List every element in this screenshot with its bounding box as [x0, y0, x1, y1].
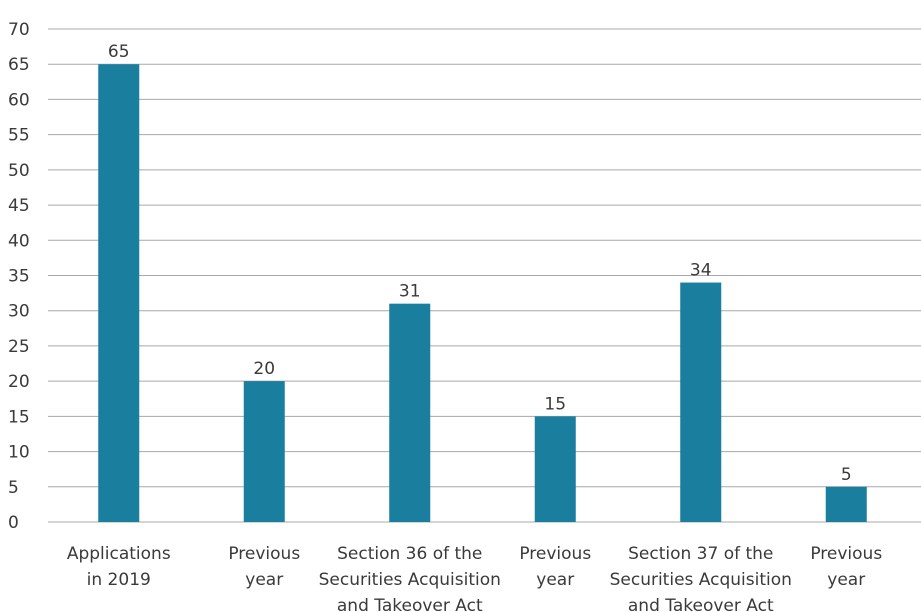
category-label: in 2019 — [87, 570, 151, 590]
y-tick-label: 0 — [8, 513, 19, 533]
data-label: 20 — [253, 359, 275, 379]
category-label: and Takeover Act — [628, 596, 774, 612]
data-label: 15 — [544, 394, 566, 414]
category-labels: Applications in 2019 Previous year Section 3… — [67, 544, 882, 612]
bar — [825, 486, 867, 522]
y-tick-label: 70 — [8, 20, 30, 40]
category-label: Previous — [519, 544, 591, 564]
bar — [534, 416, 576, 522]
y-tick-label: 25 — [8, 337, 30, 357]
y-tick-label: 45 — [8, 196, 30, 216]
category-label: and Takeover Act — [337, 596, 483, 612]
category-label: Section 36 of the — [337, 544, 482, 564]
category-label: Securities Acquisition — [319, 570, 501, 590]
category-label: Previous — [810, 544, 882, 564]
category-label: Applications — [67, 544, 171, 564]
category-label: year — [245, 570, 283, 590]
y-tick-label: 15 — [8, 407, 30, 427]
data-label: 5 — [841, 465, 852, 485]
y-tick-label: 10 — [8, 443, 30, 463]
category-label: year — [536, 570, 574, 590]
y-tick-label: 60 — [8, 90, 30, 110]
data-label: 34 — [690, 261, 712, 281]
y-tick-label: 55 — [8, 126, 30, 146]
y-tick-label: 65 — [8, 55, 30, 75]
y-tick-label: 30 — [8, 302, 30, 322]
data-labels: 65 20 31 15 34 5 — [108, 42, 852, 485]
bar — [389, 303, 431, 522]
y-axis-ticks: 0 5 10 15 20 25 30 35 40 45 50 55 60 65 70 — [8, 20, 30, 533]
category-label: Securities Acquisition — [610, 570, 792, 590]
y-tick-label: 40 — [8, 231, 30, 251]
gridlines — [48, 28, 921, 523]
y-tick-label: 35 — [8, 267, 30, 287]
y-tick-label: 50 — [8, 161, 30, 181]
data-label: 31 — [399, 282, 421, 302]
bars — [98, 64, 867, 522]
category-label: year — [827, 570, 865, 590]
y-tick-label: 5 — [8, 478, 19, 498]
y-tick-label: 20 — [8, 372, 30, 392]
bar — [680, 282, 722, 522]
bar — [98, 64, 140, 522]
data-label: 65 — [108, 42, 130, 62]
category-label: Section 37 of the — [628, 544, 773, 564]
category-label: Previous — [228, 544, 300, 564]
bar — [243, 381, 285, 522]
